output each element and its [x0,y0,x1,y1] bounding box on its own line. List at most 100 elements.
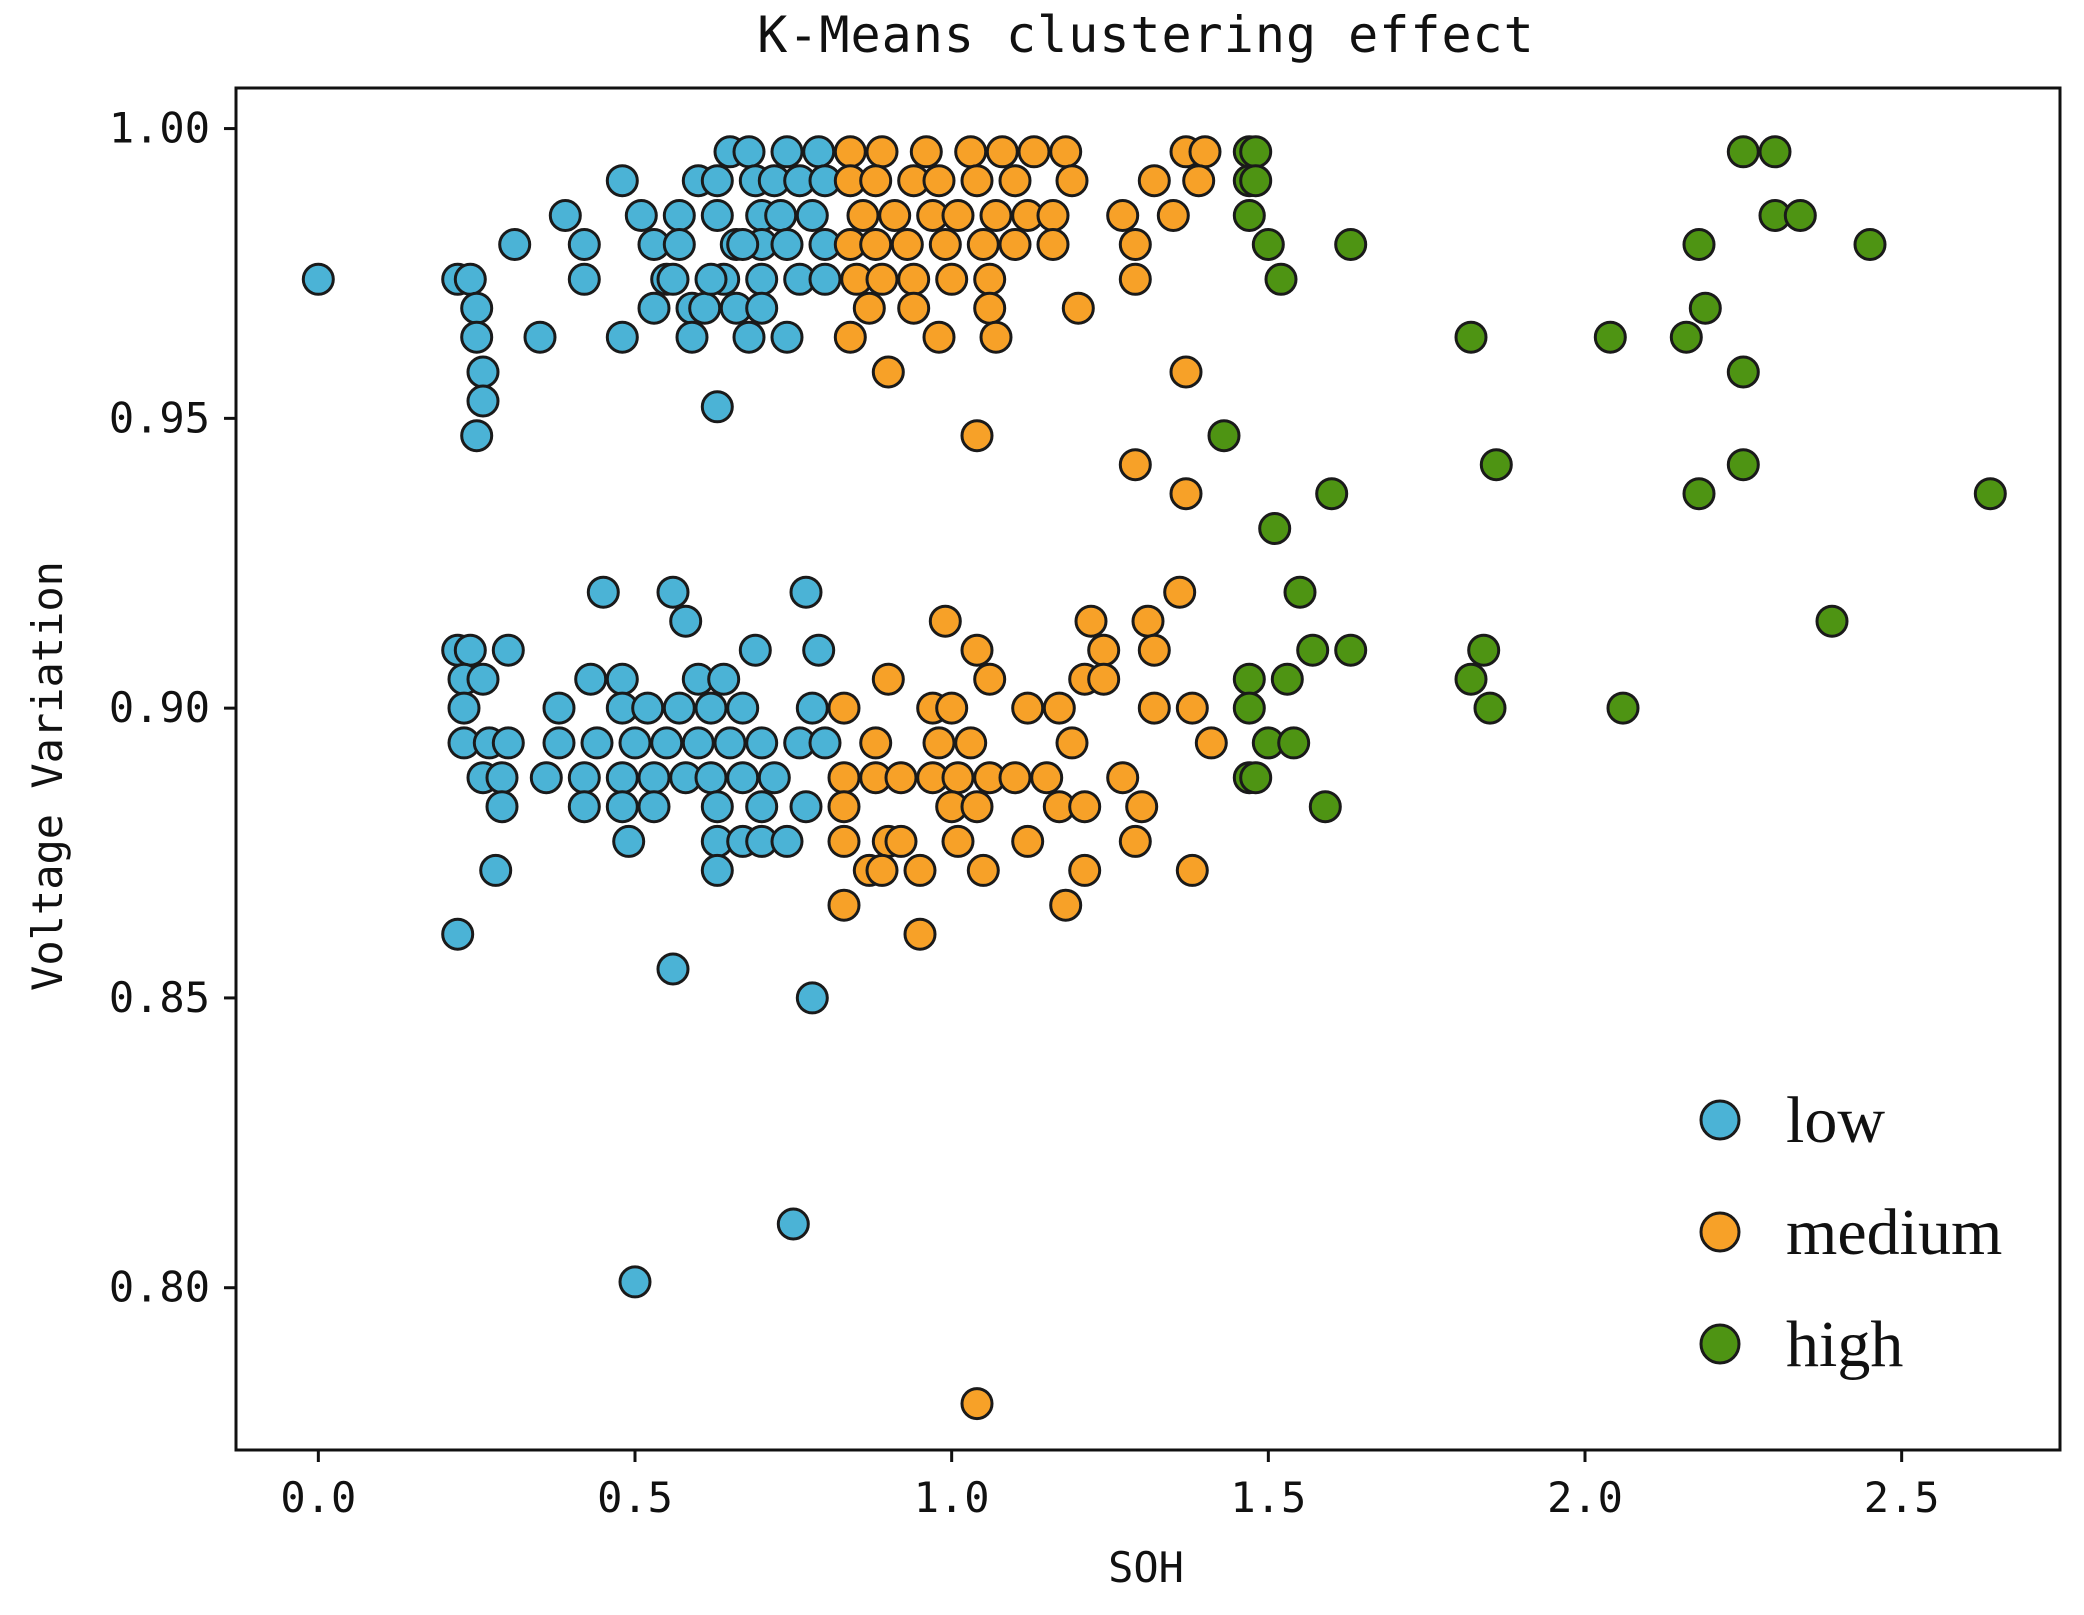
y-tick-label: 0.95 [109,393,210,442]
data-point-high [1454,662,1488,696]
legend-marker-low [1699,1099,1741,1141]
data-point-low [732,320,766,354]
data-point-high [1853,228,1887,261]
data-point-medium [985,135,1019,169]
x-tick-label: 2.5 [1864,1473,1940,1522]
data-point-low [745,790,779,824]
data-point-low [466,384,500,418]
data-point-medium [998,164,1032,198]
data-point-high [1682,477,1716,511]
data-point-low [460,419,494,453]
data-point-low [694,262,728,296]
x-tick-label: 0.5 [597,1473,673,1522]
data-point-medium [846,199,880,232]
data-point-low [726,228,760,261]
data-point-low [656,575,690,609]
data-point-low [662,228,696,261]
data-point-high [1239,135,1273,169]
data-point-medium [935,691,969,725]
data-point-medium [973,662,1007,696]
data-point-high [1669,320,1703,354]
data-point-high [1758,135,1792,169]
data-point-medium [884,761,918,795]
data-point-medium [928,228,962,261]
data-point-medium [966,853,1000,887]
data-point-low [764,199,798,232]
data-point-low [460,320,494,354]
data-point-low [542,691,576,725]
data-point-low [745,262,779,296]
x-tick-label: 1.0 [914,1473,990,1522]
data-point-medium [1055,164,1089,198]
x-tick-label: 1.5 [1230,1473,1306,1522]
data-point-medium [852,291,886,325]
data-point-medium [871,662,905,696]
data-point-low [567,228,601,261]
data-point-low [466,662,500,696]
plot-frame [234,86,2062,1452]
data-point-low [726,691,760,725]
data-point-low [802,633,836,667]
data-point-medium [1087,662,1121,696]
chart-title: K-Means clustering effect [757,6,1535,64]
data-point-medium [966,228,1000,261]
data-point-high [1783,199,1817,232]
data-point-high [1479,448,1513,482]
data-point-medium [960,1387,994,1421]
data-point-medium [884,824,918,858]
data-point-low [707,662,741,696]
data-point-high [1593,320,1627,354]
data-point-medium [909,135,943,169]
data-point-low [694,761,728,795]
data-point-high [1815,604,1849,638]
data-point-low [605,164,639,198]
data-point-low [567,790,601,824]
data-point-low [485,761,519,795]
data-point-medium [1017,135,1051,169]
data-point-medium [827,790,861,824]
data-point-low [656,262,690,296]
data-point-low [700,164,734,198]
data-point-low [700,853,734,887]
data-point-medium [833,320,867,354]
data-point-high [1239,761,1273,795]
data-point-medium [1131,604,1165,638]
data-point-low [713,726,747,760]
data-point-medium [1188,135,1222,169]
data-point-low [662,691,696,725]
data-point-medium [1194,726,1228,760]
data-point-high [1682,228,1716,261]
legend-marker-high [1699,1323,1741,1365]
data-point-high [1688,291,1722,325]
data-point-low [447,691,481,725]
data-point-low [612,824,646,858]
data-point-medium [890,228,924,261]
data-point-medium [865,262,899,296]
data-point-medium [1055,726,1089,760]
data-point-medium [1137,691,1171,725]
data-point-low [542,726,576,760]
x-axis-label: SOH [1108,1543,1184,1592]
data-point-low [789,790,823,824]
data-point-high [1726,355,1760,389]
data-point-low [700,790,734,824]
data-point-medium [1175,853,1209,887]
data-point-low [700,199,734,232]
scatter-points [301,135,2007,1421]
data-point-low [770,824,804,858]
legend-label-medium: medium [1786,1196,2002,1269]
data-point-low [637,790,671,824]
data-point-medium [954,726,988,760]
data-point-medium [903,917,937,951]
data-point-low [681,726,715,760]
data-point-medium [941,761,975,795]
data-point-low [548,199,582,232]
data-point-low [605,662,639,696]
data-point-high [1606,691,1640,725]
data-point-high [1232,691,1266,725]
data-point-medium [1087,633,1121,667]
data-point-medium [922,164,956,198]
data-point-medium [859,164,893,198]
data-point-high [1239,164,1273,198]
